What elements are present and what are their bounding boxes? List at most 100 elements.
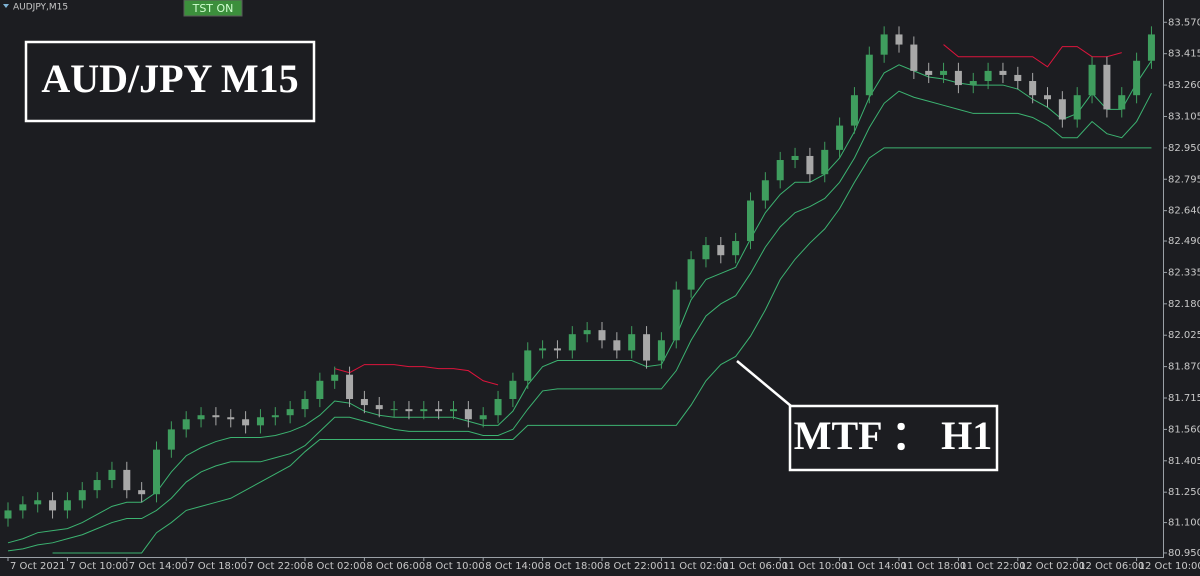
candle-body [286,409,294,416]
candle-body [865,54,873,96]
candle-body [940,70,948,75]
candle-body [761,180,769,201]
y-tick-label: 81.405 [1168,456,1200,467]
x-tick-label: 11 Oct 02:00 [663,561,728,572]
x-tick-label: 11 Oct 22:00 [960,561,1025,572]
candle-body [524,350,532,381]
y-tick-label: 81.715 [1168,393,1200,404]
candle-body [1044,95,1051,100]
candle-body [1133,60,1141,96]
candle-body [34,500,42,505]
y-tick-label: 82.490 [1168,236,1200,247]
candle-body [212,415,220,418]
x-tick-label: 8 Oct 18:00 [545,561,604,572]
candle-body [4,510,12,519]
candle-body [108,469,116,481]
candle-body [657,340,665,361]
menu-arrow[interactable] [3,4,9,8]
y-tick-label: 81.870 [1168,362,1200,373]
candle-body [925,70,933,75]
candle-body [702,245,710,260]
y-tick-label: 82.335 [1168,267,1200,278]
y-tick-label: 82.025 [1168,330,1200,341]
candle-body [1147,34,1155,61]
candle-body [791,155,799,161]
y-tick-label: 82.640 [1168,206,1200,217]
candle-body [182,419,190,430]
plot-area [4,26,1155,554]
y-tick-label: 83.415 [1168,49,1200,60]
candle-body [628,334,636,351]
candle-body [1103,64,1111,110]
candle-body [1029,81,1037,96]
callout-box [788,404,999,472]
candle-body [1073,95,1081,120]
x-tick-label: 11 Oct 06:00 [723,561,788,572]
y-tick-label: 82.795 [1168,174,1200,185]
x-tick-label: 8 Oct 02:00 [307,561,366,572]
x-tick-label: 11 Oct 18:00 [901,561,966,572]
candle-body [850,95,858,126]
candle-body [747,200,754,242]
candle-body [49,500,57,511]
x-tick-label: 7 Oct 10:00 [69,561,128,572]
candle-body [19,504,27,511]
x-tick-label: 8 Oct 14:00 [485,561,544,572]
y-tick-label: 80.950 [1168,548,1200,559]
candle-body [331,374,339,381]
x-tick-label: 8 Oct 10:00 [426,561,485,572]
y-tick-label: 83.260 [1168,80,1200,91]
candle-body [435,409,443,412]
candle-body [836,125,844,150]
candle-body [999,70,1007,75]
candle-body [613,340,621,351]
x-tick-label: 12 Oct 02:00 [1020,561,1085,572]
y-tick-label: 83.105 [1168,111,1200,122]
candle-body [1118,95,1126,110]
tst-button-label[interactable]: TST ON [192,2,234,15]
candle-body [910,44,918,71]
candle-body [969,81,977,86]
x-tick-label: 11 Oct 14:00 [842,561,907,572]
x-tick-label: 7 Oct 18:00 [188,561,247,572]
candle-body [880,34,888,55]
y-tick-label: 82.180 [1168,299,1200,310]
candle-body [895,34,903,45]
candle-body [553,348,561,351]
candle-body [63,500,71,511]
title-annotation: AUD/JPY M15 [41,56,298,101]
candle-body [954,70,962,86]
y-tick-label: 83.570 [1168,17,1200,28]
candle-body [598,330,606,341]
indicator-line [334,44,1122,386]
candle-body [405,409,413,412]
candle-body [78,490,86,501]
x-tick-label: 7 Oct 22:00 [248,561,307,572]
candle-body [316,380,324,400]
symbol-label: AUDJPY,M15 [13,3,68,13]
candle-body [390,409,398,411]
x-tick-label: 12 Oct 06:00 [1079,561,1144,572]
candle-body [346,374,354,400]
y-tick-label: 81.560 [1168,424,1200,435]
candle-body [821,149,829,175]
candle-body [242,419,250,426]
candle-body [984,70,992,82]
candle-body [138,490,146,495]
candle-body [672,289,680,341]
candle-body [479,415,487,420]
candle-body [420,409,428,412]
callout-line [736,360,792,407]
candle-body [301,399,309,410]
tst-button[interactable] [183,0,243,17]
candle-body [1058,99,1066,120]
candle-body [643,334,651,361]
candle-body [776,160,784,181]
indicator-line [7,90,1152,552]
title-box [24,40,316,123]
candle-body [732,241,740,256]
candle-body [583,330,591,335]
candle-body [509,380,517,400]
